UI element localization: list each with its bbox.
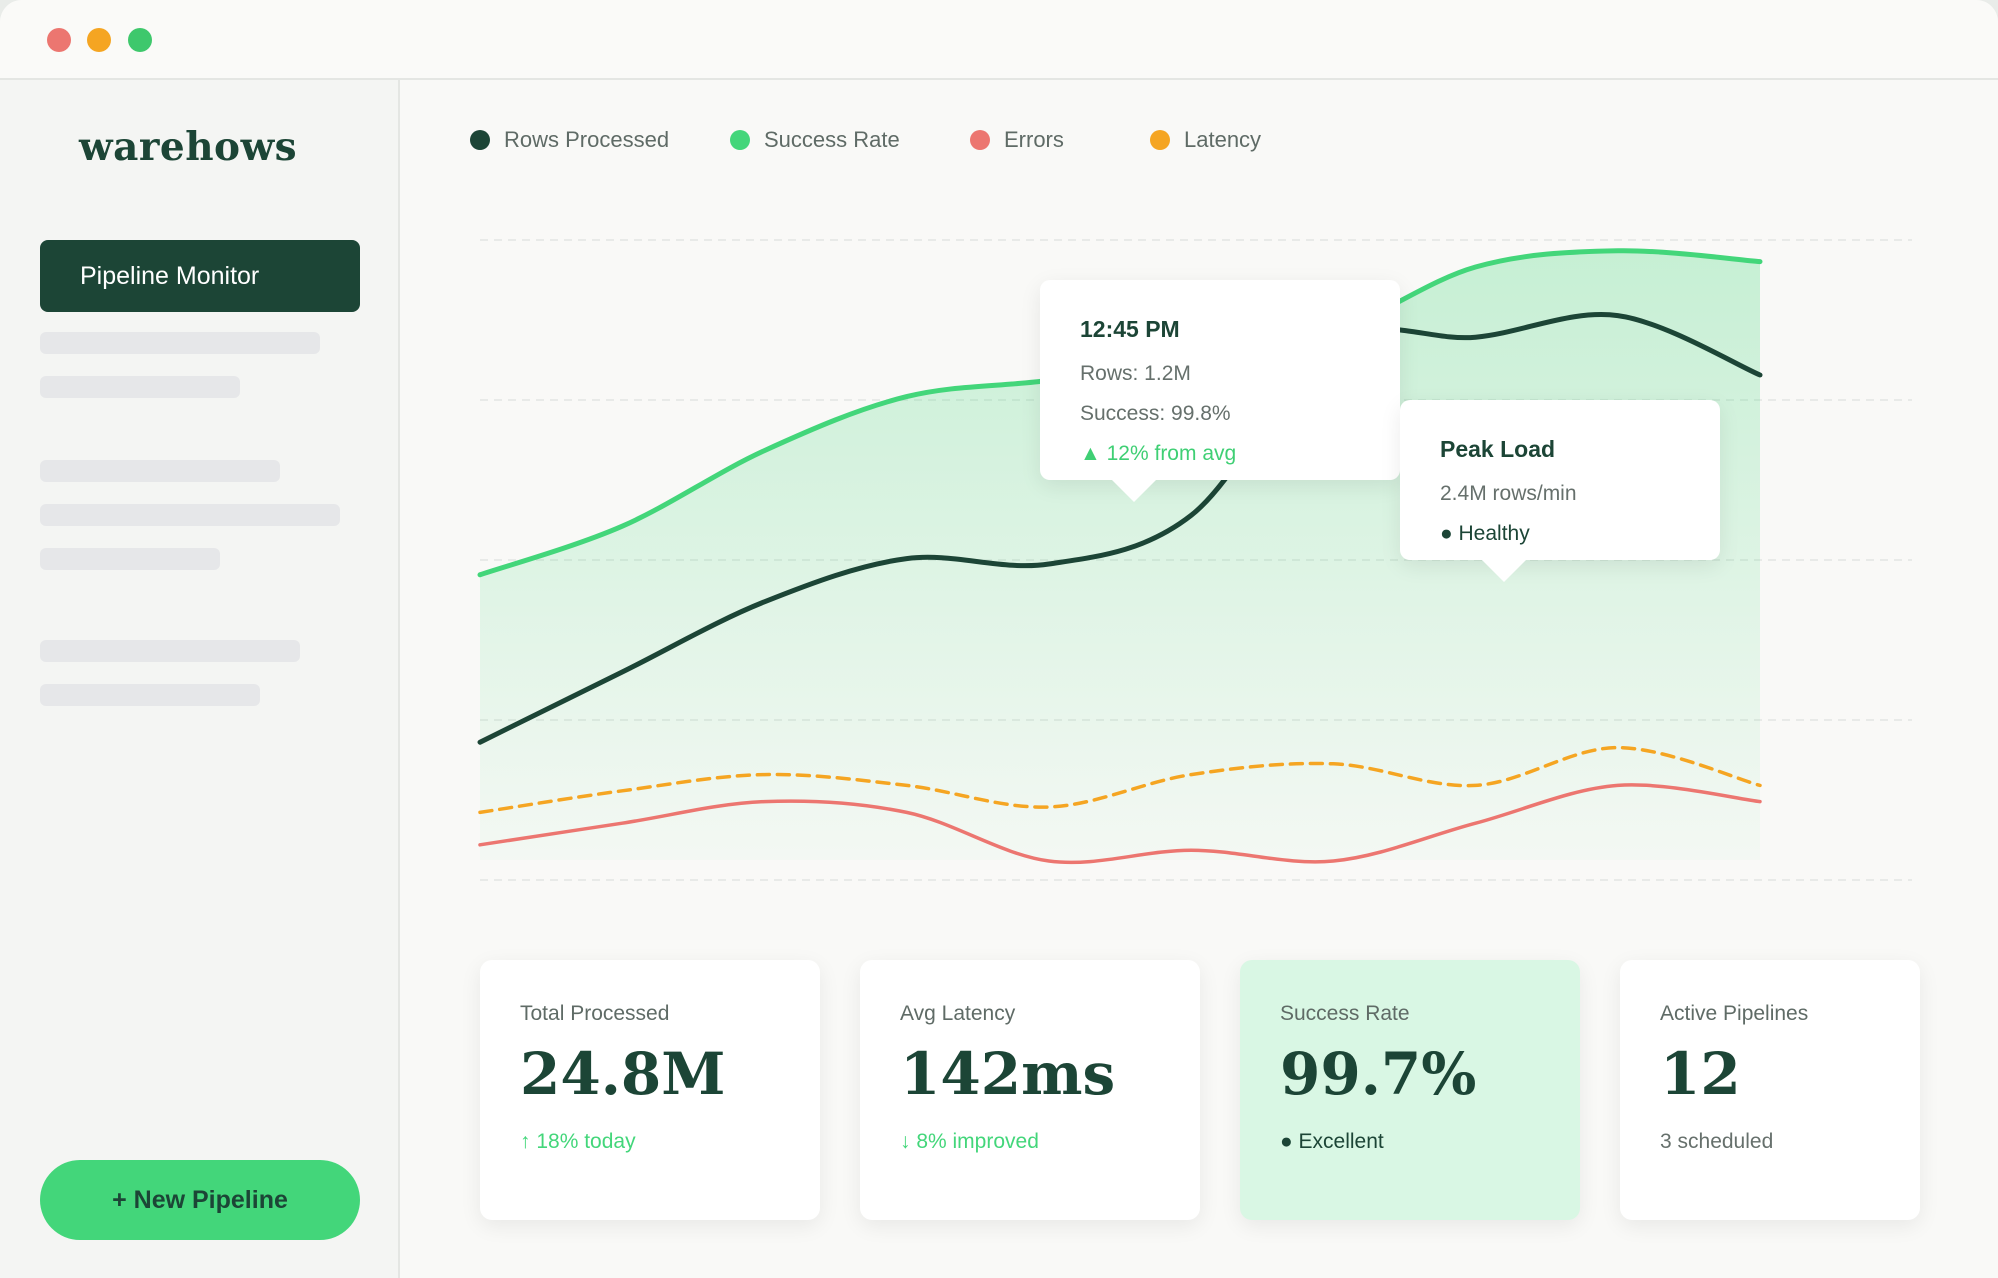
nav-item-placeholder[interactable] — [40, 684, 260, 706]
tooltip-peak-title: Peak Load — [1440, 436, 1556, 462]
card-label: Avg Latency — [900, 1002, 1016, 1025]
nav-item-placeholder[interactable] — [40, 640, 300, 662]
close-window-button[interactable] — [47, 28, 71, 52]
card-label: Active Pipelines — [1660, 1002, 1809, 1025]
legend-label: Latency — [1184, 127, 1262, 152]
legend-label: Errors — [1004, 127, 1064, 152]
logo: warehows — [79, 124, 298, 170]
tooltip-rows: Rows: 1.2M — [1080, 362, 1191, 385]
tooltip-delta: ▲ 12% from avg — [1080, 442, 1237, 465]
card-label: Success Rate — [1280, 1002, 1410, 1025]
stat-card-avg-latency[interactable]: Avg Latency 142ms ↓ 8% improved — [860, 960, 1200, 1220]
pipeline-chart — [477, 239, 1912, 881]
title-bar — [0, 0, 1998, 80]
nav-item-placeholder[interactable] — [40, 376, 240, 398]
stat-card-active-pipelines[interactable]: Active Pipelines 12 3 scheduled — [1620, 960, 1920, 1220]
legend-item-errors[interactable]: Errors — [970, 127, 1064, 153]
card-trend: ↓ 8% improved — [900, 1130, 1039, 1153]
sidebar: warehows Pipeline Monitor + New Pipeline — [0, 80, 400, 1278]
legend-label: Success Rate — [764, 127, 900, 152]
legend-item-success-rate[interactable]: Success Rate — [730, 127, 900, 153]
main-panel: Rows Processed Success Rate Errors Laten… — [402, 80, 1998, 1278]
chart-tooltip-point: 12:45 PM Rows: 1.2M Success: 99.8% ▲ 12%… — [1040, 280, 1400, 502]
minimize-window-button[interactable] — [87, 28, 111, 52]
legend-dot-icon — [730, 130, 750, 150]
nav-item-pipeline-monitor[interactable]: Pipeline Monitor — [40, 240, 360, 312]
series-line-rows-processed — [477, 312, 1763, 745]
maximize-window-button[interactable] — [128, 28, 152, 52]
stat-card-total-processed[interactable]: Total Processed 24.8M ↑ 18% today — [480, 960, 820, 1220]
legend-dot-icon — [1150, 130, 1170, 150]
legend-item-latency[interactable]: Latency — [1150, 127, 1261, 153]
new-pipeline-button[interactable]: + New Pipeline — [40, 1160, 360, 1240]
card-value: 99.7% — [1280, 1040, 1477, 1108]
legend-dot-icon — [970, 130, 990, 150]
series-line-errors — [478, 783, 1762, 865]
nav-item-placeholder[interactable] — [40, 460, 280, 482]
legend-label: Rows Processed — [504, 127, 670, 152]
card-sub: 3 scheduled — [1660, 1130, 1774, 1153]
nav-item-placeholder[interactable] — [40, 504, 340, 526]
tooltip-time: 12:45 PM — [1080, 316, 1180, 342]
series-line-latency — [478, 745, 1762, 815]
legend-dot-icon — [470, 130, 490, 150]
tooltip-peak-status: ● Healthy — [1440, 522, 1530, 545]
nav-item-placeholder[interactable] — [40, 332, 320, 354]
card-label: Total Processed — [520, 1002, 670, 1025]
tooltip-success: Success: 99.8% — [1080, 402, 1231, 425]
tooltip-pointer — [1112, 480, 1156, 502]
chart-tooltip-peak-load: Peak Load 2.4M rows/min ● Healthy — [1400, 400, 1720, 582]
tooltip-pointer — [1482, 560, 1526, 582]
card-value: 12 — [1660, 1040, 1741, 1108]
card-status: ● Excellent — [1280, 1130, 1384, 1153]
stat-card-success-rate[interactable]: Success Rate 99.7% ● Excellent — [1240, 960, 1580, 1220]
nav-item-placeholder[interactable] — [40, 548, 220, 570]
card-value: 24.8M — [520, 1040, 726, 1108]
card-value: 142ms — [900, 1040, 1116, 1108]
tooltip-peak-rate: 2.4M rows/min — [1440, 482, 1577, 505]
card-trend: ↑ 18% today — [520, 1130, 636, 1153]
legend-item-rows-processed[interactable]: Rows Processed — [470, 127, 669, 153]
